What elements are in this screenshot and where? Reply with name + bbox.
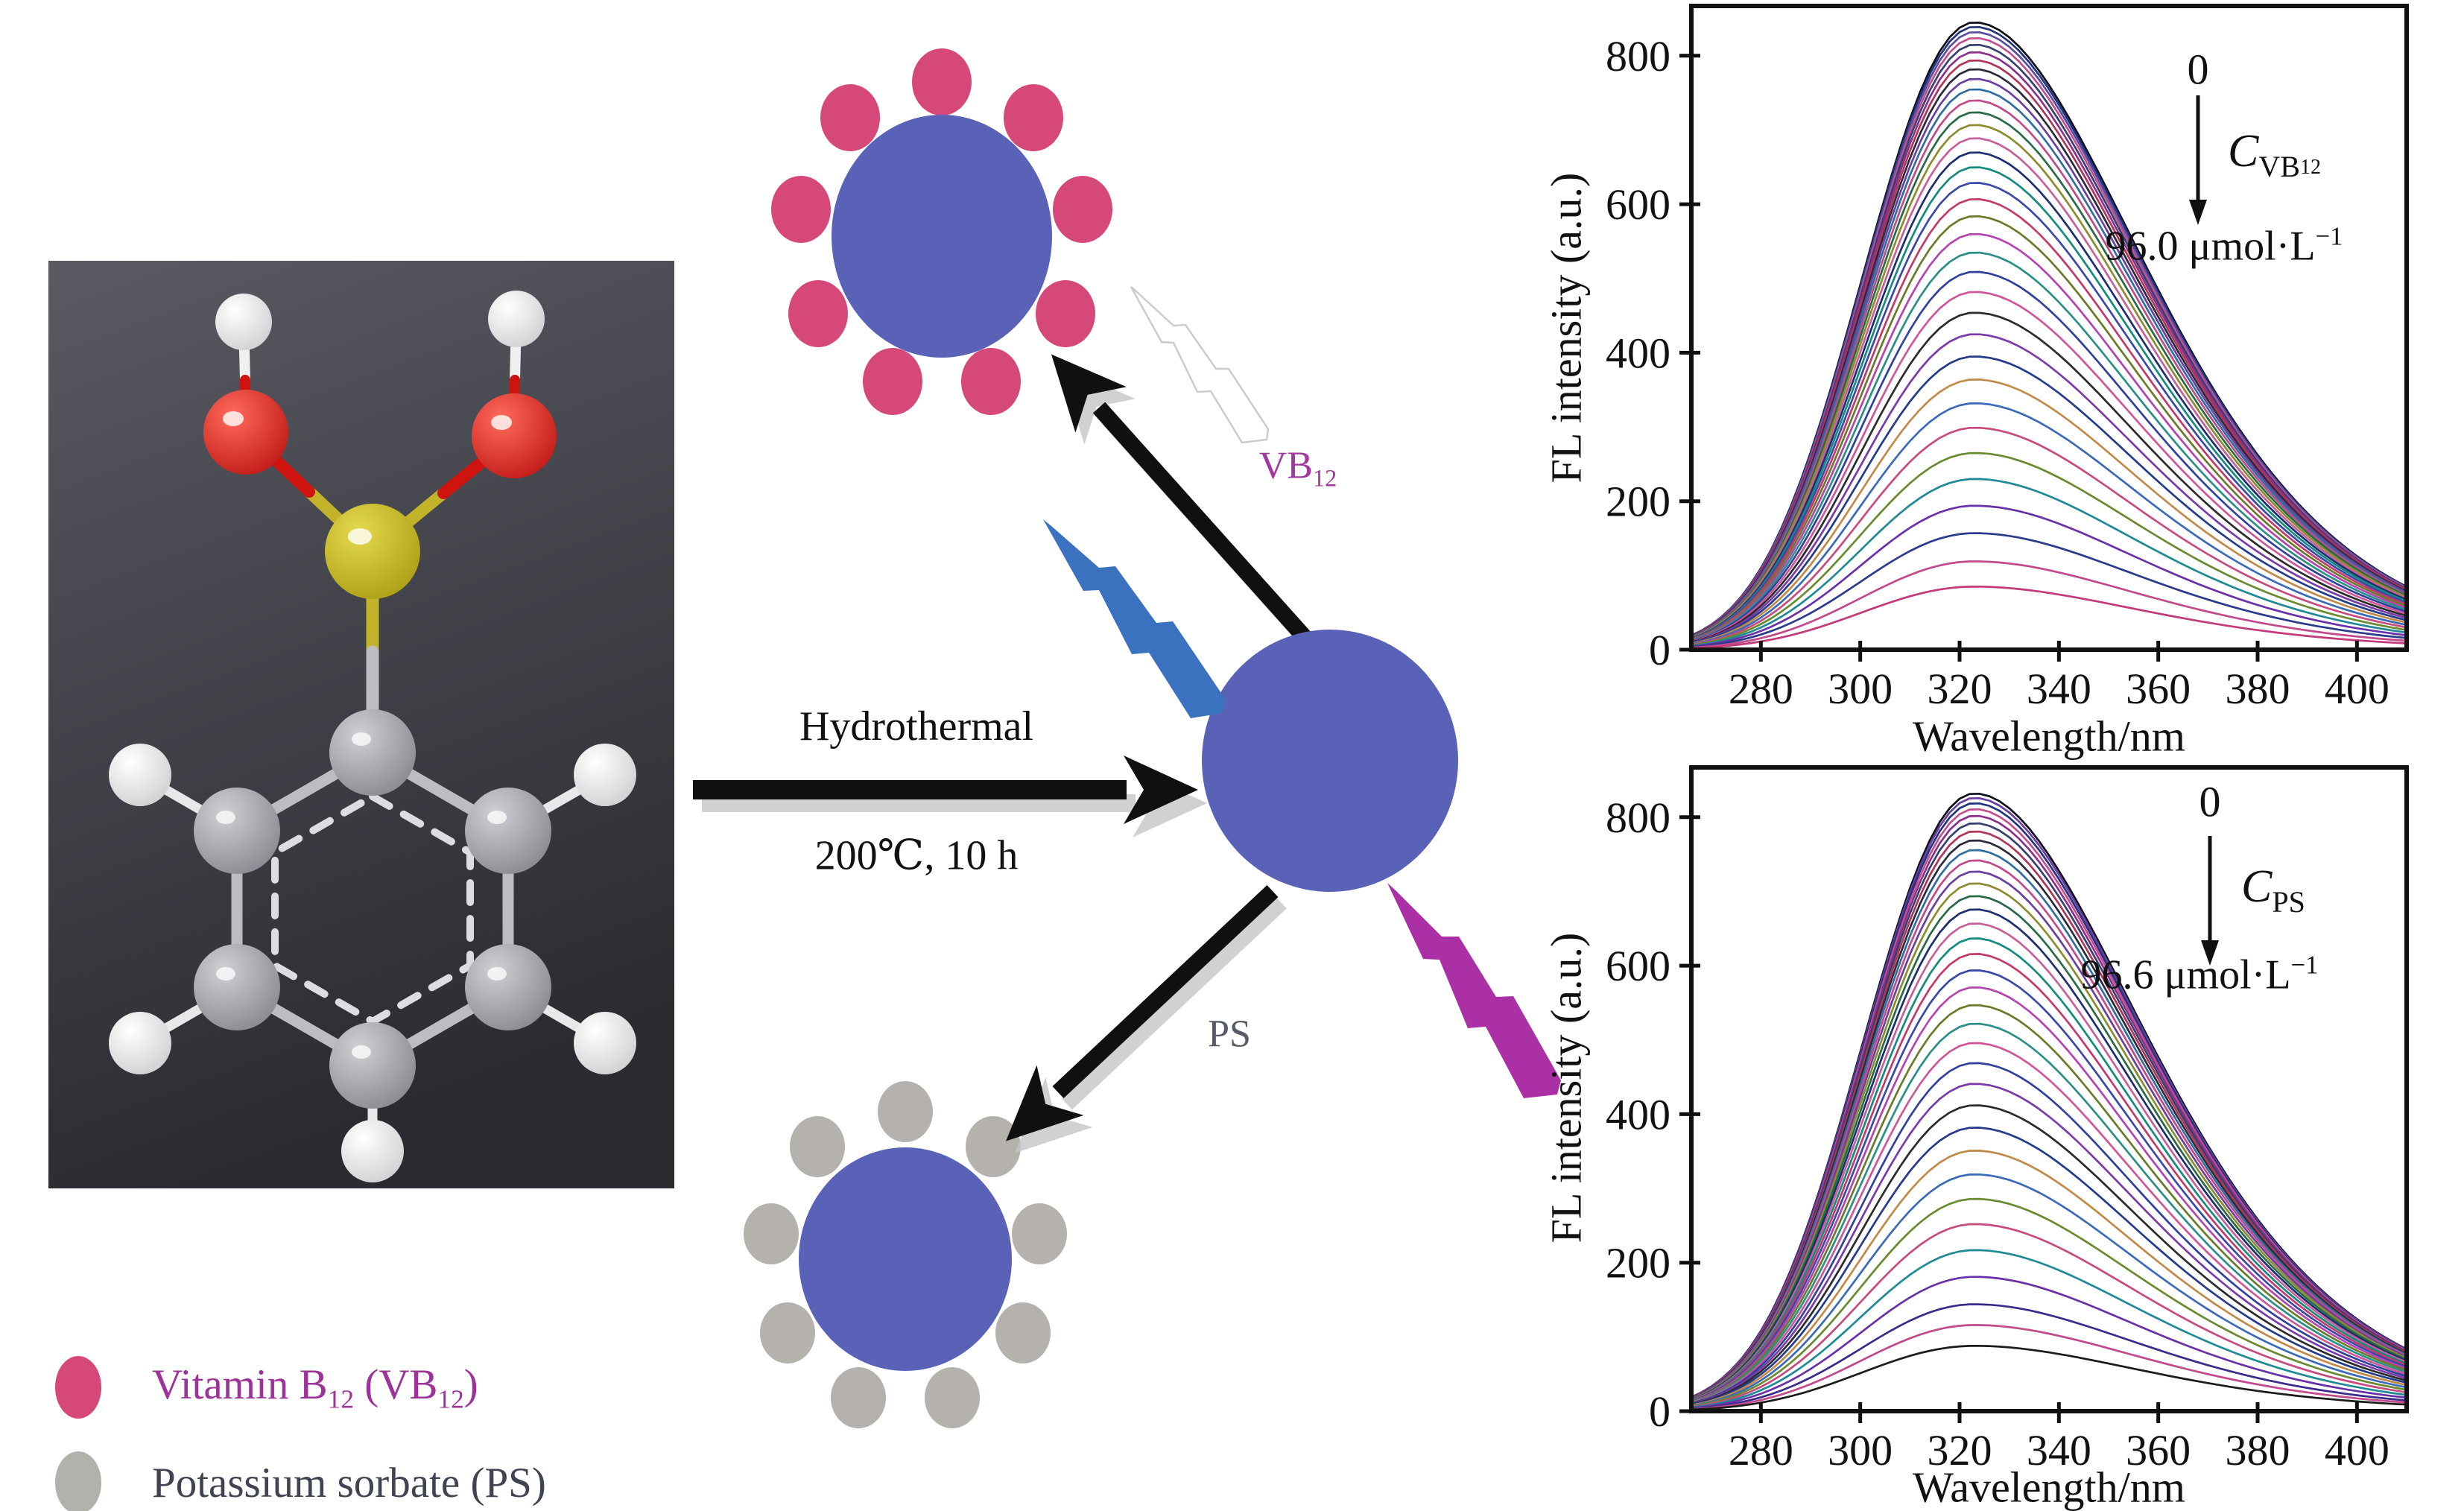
svg-text:800: 800: [1606, 793, 1670, 842]
svg-text:380: 380: [2226, 1426, 2290, 1474]
svg-text:400: 400: [2325, 665, 2389, 713]
ps-label: PS: [1208, 1013, 1251, 1056]
reaction-conditions-label: 200℃, 10 h: [814, 832, 1019, 879]
legend-item-vb12: Vitamin B12 (VB12): [55, 1356, 478, 1419]
x-axis-label-bottom: Wavelength/nm: [1913, 1463, 2185, 1511]
svg-text:380: 380: [2226, 665, 2290, 713]
svg-text:200: 200: [1606, 478, 1670, 526]
molecule-3d-model: [48, 261, 674, 1188]
svg-text:600: 600: [1606, 180, 1670, 229]
concentration-symbol-bottom: CPS: [2241, 861, 2305, 919]
concentration-start-label-bottom: 0: [2199, 777, 2221, 826]
ps-satellites: [744, 1081, 1067, 1428]
molecule-atoms: [109, 291, 636, 1182]
excitation-bolt-icon: [1043, 519, 1226, 718]
svg-text:800: 800: [1606, 32, 1670, 80]
synthesis-scheme: [693, 48, 1561, 1428]
svg-text:280: 280: [1729, 1426, 1793, 1474]
white-bolt-icon: [1130, 286, 1270, 444]
svg-text:400: 400: [1606, 1090, 1670, 1138]
svg-text:200: 200: [1606, 1239, 1670, 1287]
y-axis-label-top: FL intensity (a.u.): [1542, 172, 1591, 484]
concentration-end-label-top: 96.0 μmol·L−1: [2105, 221, 2343, 270]
svg-text:320: 320: [1928, 665, 1992, 713]
svg-text:280: 280: [1729, 665, 1793, 713]
svg-text:0: 0: [1649, 1387, 1670, 1436]
vb12-legend-label: Vitamin B12 (VB12): [152, 1360, 478, 1414]
svg-text:0: 0: [1649, 626, 1670, 674]
legend-item-ps: Potassium sorbate (PS): [55, 1451, 546, 1511]
concentration-symbol-top: CVB12: [2228, 126, 2321, 183]
svg-text:600: 600: [1606, 942, 1670, 990]
svg-text:300: 300: [1828, 665, 1893, 713]
hydrothermal-label: Hydrothermal: [799, 703, 1034, 750]
concentration-start-label-top: 0: [2187, 45, 2209, 94]
emission-bolt-icon: [1387, 883, 1561, 1098]
x-axis-label-top: Wavelength/nm: [1913, 712, 2185, 761]
svg-text:300: 300: [1828, 1426, 1893, 1474]
ps-quench-arrow: [1005, 884, 1279, 1141]
ps-marker: [55, 1451, 101, 1511]
y-axis-label-bottom: FL intensity (a.u.): [1542, 932, 1591, 1244]
carbon-dot-particle: [1202, 630, 1458, 892]
vb12-marker: [55, 1356, 101, 1419]
svg-text:400: 400: [1606, 329, 1670, 377]
plot-ps-titration: 280 300 320 340 360 380 400 0 200 400 600 800: [1606, 765, 2409, 1474]
svg-text:360: 360: [2126, 1426, 2191, 1474]
ps-legend-label: Potassium sorbate (PS): [152, 1459, 546, 1507]
ps-coated-particle: [799, 1147, 1012, 1371]
svg-text:400: 400: [2325, 1426, 2389, 1474]
svg-text:360: 360: [2126, 665, 2191, 713]
svg-text:340: 340: [2027, 665, 2091, 713]
svg-text:340: 340: [2027, 1426, 2091, 1474]
vb12-quench-arrow: [1051, 354, 1316, 648]
vb12-satellites: [771, 48, 1112, 415]
plot-vb12-titration: 280 300 320 340 360 380 400 0 200 400 600 800: [1606, 4, 2409, 713]
svg-text:320: 320: [1928, 1426, 1992, 1474]
concentration-end-label-bottom: 96.6 μmol·L−1: [2080, 950, 2319, 998]
vb12-label: VB12: [1258, 444, 1337, 492]
vb12-coated-particle: [832, 115, 1052, 358]
